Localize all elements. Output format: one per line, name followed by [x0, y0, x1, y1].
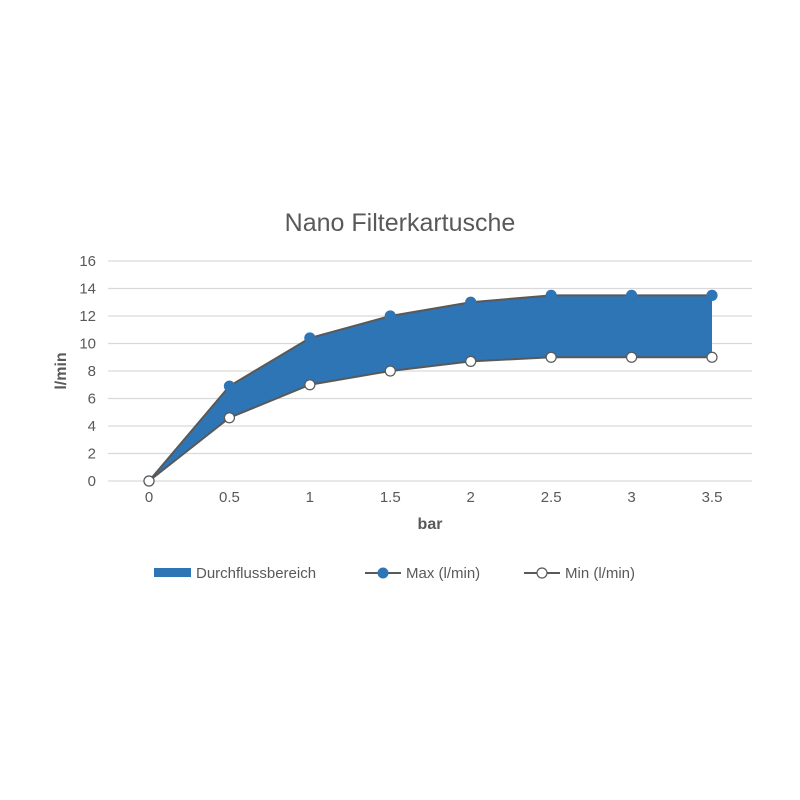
legend: Durchflussbereich Max (l/min) Min (l/min…: [154, 565, 635, 582]
y-tick-label: 16: [79, 253, 96, 270]
y-tick-label: 10: [79, 336, 96, 353]
min-point: [223, 412, 236, 424]
y-tick-label: 2: [88, 446, 96, 463]
band-area: [149, 295, 712, 481]
max-line: [148, 294, 712, 482]
max-point: [625, 289, 638, 301]
y-tick-label: 0: [88, 473, 96, 490]
y-tick-label: 6: [88, 391, 96, 408]
min-point: [465, 355, 477, 367]
min-point: [304, 379, 316, 391]
legend-marker-min: [536, 567, 548, 579]
max-point: [545, 289, 557, 301]
gridlines: [108, 260, 752, 482]
max-point: [465, 296, 477, 308]
plot-area: [143, 289, 718, 487]
min-point: [384, 365, 396, 377]
y-tick-label: 14: [79, 281, 96, 298]
max-point: [304, 332, 316, 344]
min-point: [545, 351, 557, 363]
y-tick-label: 12: [79, 308, 96, 325]
legend-label-max: Max (l/min): [406, 565, 480, 582]
y-tick-label: 8: [88, 363, 96, 380]
legend-marker-max: [377, 567, 389, 579]
max-point: [223, 380, 236, 392]
x-tick-label: 0: [145, 489, 153, 506]
min-line: [148, 356, 712, 482]
x-tick-labels: 0 0.5 1 1.5 2 2.5 3 3.5: [145, 489, 723, 506]
max-point: [706, 289, 718, 301]
x-tick-label: 1: [306, 489, 314, 506]
x-tick-label: 3: [627, 489, 635, 506]
max-point: [384, 310, 396, 322]
min-point: [706, 351, 718, 363]
x-tick-label: 2.5: [541, 489, 562, 506]
y-axis-label: l/min: [53, 352, 70, 389]
chart-title: Nano Filterkartusche: [285, 209, 516, 237]
x-tick-label: 3.5: [702, 489, 723, 506]
legend-label-band: Durchflussbereich: [196, 565, 316, 582]
x-tick-label: 1.5: [380, 489, 401, 506]
x-axis-label: bar: [418, 516, 443, 533]
legend-label-min: Min (l/min): [565, 565, 635, 582]
legend-swatch-band: [154, 568, 191, 577]
y-tick-label: 4: [88, 418, 96, 435]
y-tick-labels: 0 2 4 6 8 10 12 14 16: [79, 253, 96, 490]
min-point: [143, 475, 155, 487]
x-tick-label: 0.5: [219, 489, 240, 506]
min-point: [625, 351, 638, 363]
x-tick-label: 2: [467, 489, 475, 506]
